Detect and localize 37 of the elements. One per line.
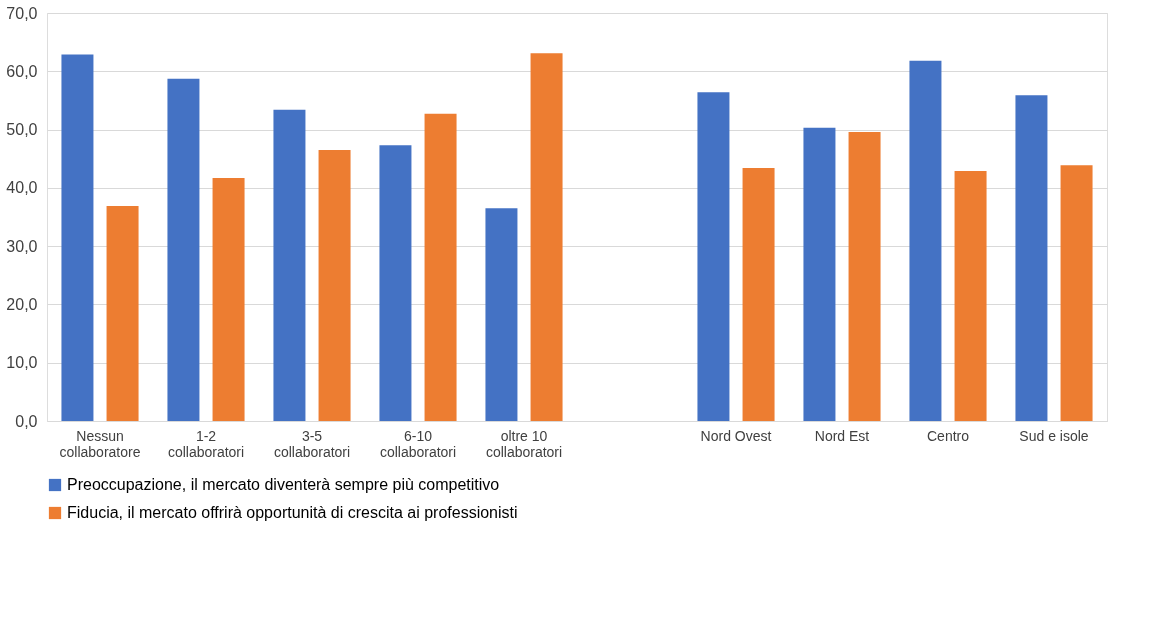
x-tick-label: 3-5 collaboratori: [273, 427, 351, 460]
bar: [803, 127, 836, 421]
bar: [742, 168, 775, 421]
bar: [318, 149, 351, 421]
bar: [273, 109, 306, 421]
bar: [424, 113, 457, 421]
y-tick-label: 70,0: [6, 4, 38, 22]
bar: [1015, 95, 1048, 421]
bar: [61, 54, 94, 421]
bar: [697, 92, 730, 421]
bar: [106, 205, 139, 421]
x-tick-label: 1-2 collaboratori: [167, 427, 245, 460]
y-tick-label: 60,0: [6, 62, 38, 80]
bar: [167, 78, 200, 421]
x-tick-label: Nord Est: [814, 427, 870, 444]
y-tick-label: 20,0: [6, 295, 38, 313]
legend-label: Fiducia, il mercato offrirà opportunità di crescita ai professionisti: [67, 504, 518, 521]
bar: [379, 145, 412, 421]
bar: [909, 60, 942, 421]
bar: [212, 177, 245, 421]
bar: [848, 131, 881, 421]
bar: [954, 170, 987, 421]
x-tick-label: Centro: [926, 427, 970, 444]
y-tick-label: 10,0: [6, 354, 38, 372]
bar: [485, 208, 518, 421]
y-tick-label: 30,0: [6, 237, 38, 255]
x-tick-label: Nessun collaboratore: [59, 427, 141, 460]
bar: [530, 53, 563, 421]
x-tick-label: oltre 10 collaboratori: [485, 427, 563, 460]
x-tick-label: 6-10 collaboratori: [379, 427, 457, 460]
bar: [1060, 165, 1093, 421]
y-tick-label: 0,0: [15, 412, 38, 430]
x-tick-label: Nord Ovest: [700, 427, 772, 444]
legend-label: Preoccupazione, il mercato diventerà sempre più competitivo: [67, 476, 500, 493]
y-tick-label: 50,0: [6, 121, 38, 139]
y-tick-label: 40,0: [6, 179, 38, 197]
x-tick-label: Sud e isole: [1019, 427, 1089, 444]
